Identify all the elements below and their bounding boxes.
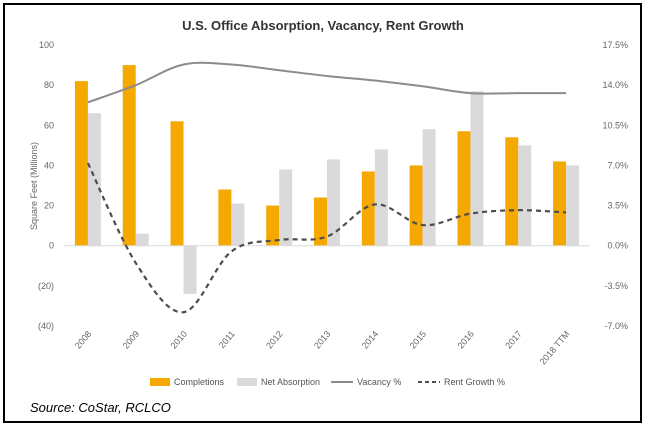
legend-label-completions: Completions	[174, 377, 225, 387]
right-axis-ticks: 17.5% 14.0% 10.5% 7.0% 3.5% 0.0% -3.5% -7.0%	[602, 40, 628, 331]
x-tick-label: 2011	[217, 329, 237, 350]
bar-completions-2013	[314, 197, 327, 246]
line-vacancy-pct	[87, 61, 567, 104]
bar-net-absorption-2013	[327, 159, 340, 246]
x-tick-label: 2010	[169, 329, 190, 351]
x-tick-label: 2012	[264, 329, 285, 351]
legend-label-vacancy-pct: Vacancy %	[357, 377, 401, 387]
left-tick-label: 80	[44, 80, 54, 90]
legend-swatch-net-absorption	[237, 378, 257, 386]
left-tick-label: 100	[39, 40, 54, 50]
bar-net-absorption-2017	[518, 145, 532, 246]
legend-label-net-absorption: Net Absorption	[261, 377, 320, 387]
lines	[86, 61, 567, 314]
left-tick-label: 60	[44, 120, 54, 130]
bars	[74, 65, 580, 294]
bar-net-absorption-2012	[279, 169, 293, 246]
x-tick-label: 2015	[408, 329, 429, 351]
bar-net-absorption-2015	[422, 129, 436, 246]
left-tick-label: (20)	[38, 281, 54, 291]
bar-completions-2012	[266, 205, 280, 246]
x-tick-label: 2008	[73, 329, 94, 351]
bar-completions-2010	[170, 121, 184, 246]
bar-net-absorption-2018-ttm	[566, 165, 580, 246]
line-rent-growth-pct	[86, 162, 567, 314]
left-tick-label: 0	[49, 241, 54, 251]
bar-completions-2011	[218, 189, 232, 246]
bar-net-absorption-2016	[470, 91, 484, 246]
right-tick-label: 10.5%	[602, 120, 628, 130]
right-tick-label: 0.0%	[607, 241, 628, 251]
bar-net-absorption-2010	[183, 245, 197, 294]
right-tick-label: 7.0%	[607, 160, 628, 170]
right-tick-label: 14.0%	[602, 80, 628, 90]
bar-net-absorption-2014	[374, 149, 388, 246]
bar-completions-2009	[122, 65, 136, 246]
right-tick-label: -7.0%	[604, 321, 628, 331]
legend: Completions Net Absorption Vacancy % Rent G…	[150, 377, 505, 387]
right-tick-label: 3.5%	[607, 201, 628, 211]
right-tick-label: 17.5%	[602, 40, 628, 50]
bar-completions-2016	[457, 131, 471, 246]
bar-completions-2015	[409, 165, 423, 246]
x-tick-label: 2018 TTM	[538, 329, 572, 367]
bar-completions-2018-ttm	[553, 161, 567, 246]
left-tick-label: (40)	[38, 321, 54, 331]
chart-title: U.S. Office Absorption, Vacancy, Rent Gr…	[182, 18, 464, 33]
x-tick-label: 2009	[121, 329, 142, 351]
left-axis-ticks: 100 80 60 40 20 0 (20) (40)	[38, 40, 54, 331]
x-tick-label: 2013	[312, 329, 333, 351]
bar-completions-2008	[74, 81, 88, 246]
left-tick-label: 40	[44, 160, 54, 170]
bar-completions-2014	[361, 171, 375, 246]
bar-net-absorption-2011	[231, 203, 245, 246]
bar-net-absorption-2008	[87, 113, 101, 246]
source-note: Source: CoStar, RCLCO	[30, 400, 171, 415]
y-axis-label: Square Feet (Millions)	[29, 142, 39, 230]
x-tick-label: 2016	[455, 329, 476, 351]
x-tick-label: 2014	[360, 329, 381, 351]
legend-label-rent-growth-pct: Rent Growth %	[444, 377, 505, 387]
bar-net-absorption-2009	[135, 233, 149, 246]
right-tick-label: -3.5%	[604, 281, 628, 291]
x-tick-label: 2017	[503, 329, 524, 351]
left-tick-label: 20	[44, 201, 54, 211]
legend-swatch-completions	[150, 378, 170, 386]
bar-completions-2017	[505, 137, 519, 246]
x-axis-ticks: 2008 2009 2010 2011 2012 2013 2014 2015 2016 2017…	[73, 329, 572, 367]
